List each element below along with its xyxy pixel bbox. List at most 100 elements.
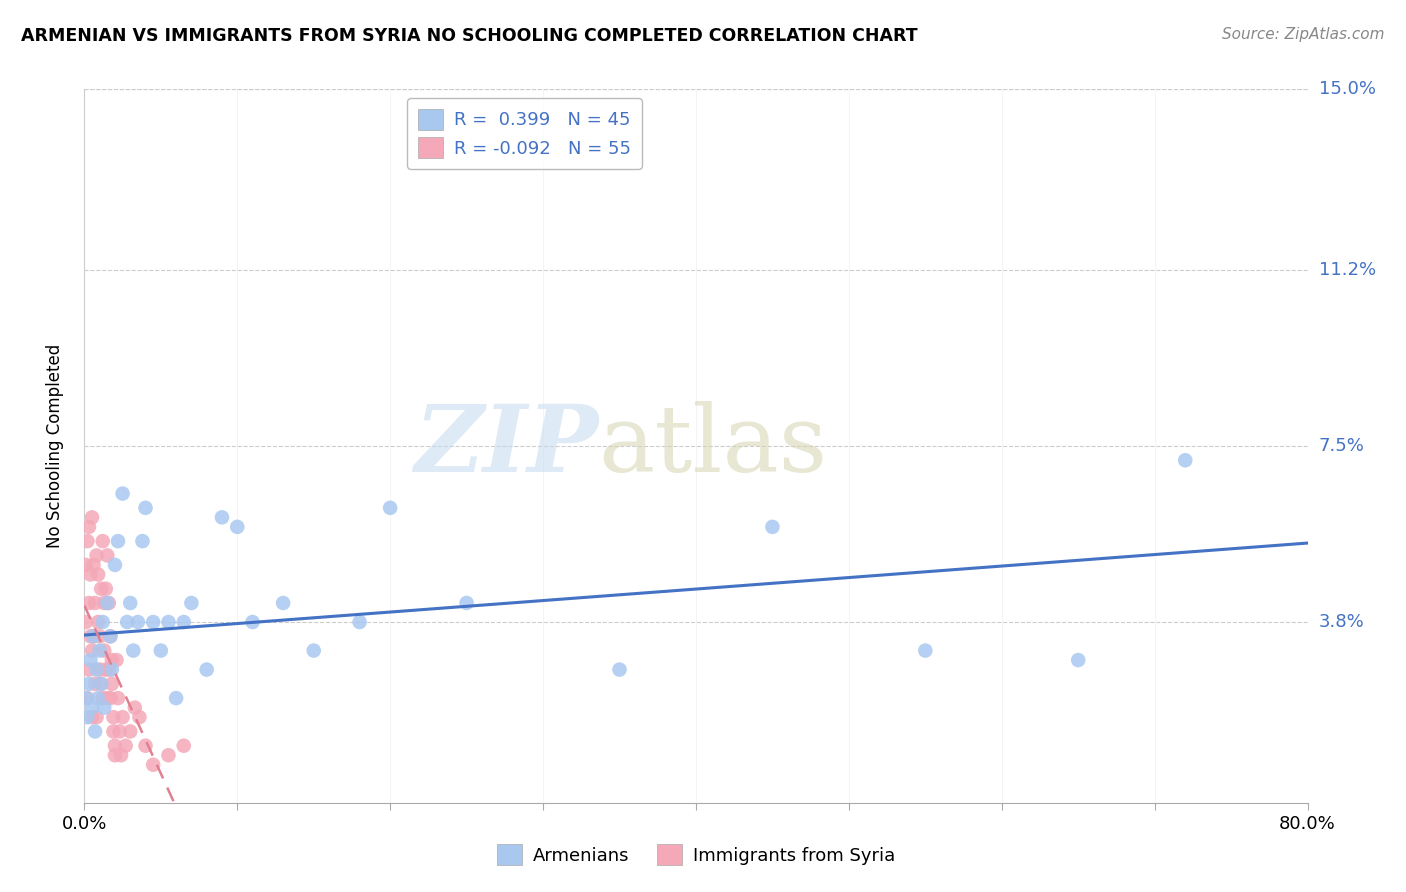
Text: Source: ZipAtlas.com: Source: ZipAtlas.com <box>1222 27 1385 42</box>
Point <box>142 615 165 629</box>
Point <box>122 643 145 657</box>
Point <box>380 500 402 515</box>
Point <box>84 677 107 691</box>
Point <box>195 663 218 677</box>
Point <box>149 643 172 657</box>
Point <box>104 739 127 753</box>
Point <box>271 596 294 610</box>
Text: ARMENIAN VS IMMIGRANTS FROM SYRIA NO SCHOOLING COMPLETED CORRELATION CHART: ARMENIAN VS IMMIGRANTS FROM SYRIA NO SCH… <box>21 27 918 45</box>
Point <box>211 510 233 524</box>
Point <box>105 653 128 667</box>
Point <box>91 691 114 706</box>
Point <box>83 558 105 572</box>
Point <box>101 653 124 667</box>
Point <box>107 534 129 549</box>
Point <box>93 596 115 610</box>
Point <box>83 629 105 643</box>
Point <box>75 558 97 572</box>
Point <box>84 596 107 610</box>
Point <box>98 629 121 643</box>
Point <box>127 615 149 629</box>
Point <box>84 724 107 739</box>
Point <box>135 739 157 753</box>
Point <box>104 748 127 763</box>
Point <box>302 643 325 657</box>
Point <box>173 615 195 629</box>
Point <box>91 534 114 549</box>
Point <box>83 629 105 643</box>
Point <box>96 549 118 563</box>
Point <box>80 510 103 524</box>
Point <box>89 663 111 677</box>
Point <box>110 748 132 763</box>
Point <box>120 596 142 610</box>
Text: ZIP: ZIP <box>413 401 598 491</box>
Point <box>142 757 165 772</box>
Point <box>96 691 118 706</box>
Point <box>87 691 110 706</box>
Point <box>90 677 112 691</box>
Point <box>75 615 97 629</box>
Legend: Armenians, Immigrants from Syria: Armenians, Immigrants from Syria <box>489 837 903 872</box>
Point <box>96 596 118 610</box>
Point <box>349 615 371 629</box>
Point <box>80 643 103 657</box>
Point <box>76 710 98 724</box>
Point <box>76 534 98 549</box>
Point <box>108 724 131 739</box>
Point <box>77 520 100 534</box>
Point <box>120 724 142 739</box>
Y-axis label: No Schooling Completed: No Schooling Completed <box>45 344 63 548</box>
Point <box>456 596 478 610</box>
Point <box>80 710 103 724</box>
Point <box>124 700 146 714</box>
Point <box>79 629 101 643</box>
Point <box>77 663 100 677</box>
Text: 7.5%: 7.5% <box>1319 437 1365 455</box>
Point <box>180 596 202 610</box>
Point <box>914 643 936 657</box>
Text: atlas: atlas <box>598 401 827 491</box>
Point <box>94 582 117 596</box>
Point <box>86 710 108 724</box>
Point <box>98 629 121 643</box>
Point <box>173 739 195 753</box>
Point <box>157 748 180 763</box>
Point <box>97 596 120 610</box>
Point <box>79 653 101 667</box>
Point <box>90 677 112 691</box>
Point <box>114 739 136 753</box>
Point <box>77 596 100 610</box>
Point <box>86 549 108 563</box>
Point <box>86 663 108 677</box>
Point <box>226 520 249 534</box>
Point <box>98 691 121 706</box>
Point <box>103 724 125 739</box>
Point <box>91 615 114 629</box>
Point <box>80 700 103 714</box>
Point <box>128 710 150 724</box>
Point <box>87 615 110 629</box>
Point <box>101 677 124 691</box>
Point <box>97 663 120 677</box>
Text: 11.2%: 11.2% <box>1319 261 1376 279</box>
Point <box>1067 653 1090 667</box>
Point <box>93 643 115 657</box>
Point <box>89 629 111 643</box>
Point <box>761 520 783 534</box>
Point <box>89 643 111 657</box>
Point <box>77 677 100 691</box>
Point <box>609 663 631 677</box>
Point <box>107 691 129 706</box>
Point <box>87 567 110 582</box>
Point <box>76 691 98 706</box>
Point <box>157 615 180 629</box>
Text: 3.8%: 3.8% <box>1319 613 1364 631</box>
Point <box>242 615 264 629</box>
Point <box>131 534 153 549</box>
Point <box>165 691 187 706</box>
Point <box>75 691 97 706</box>
Point <box>135 500 157 515</box>
Point <box>93 700 115 714</box>
Point <box>111 486 134 500</box>
